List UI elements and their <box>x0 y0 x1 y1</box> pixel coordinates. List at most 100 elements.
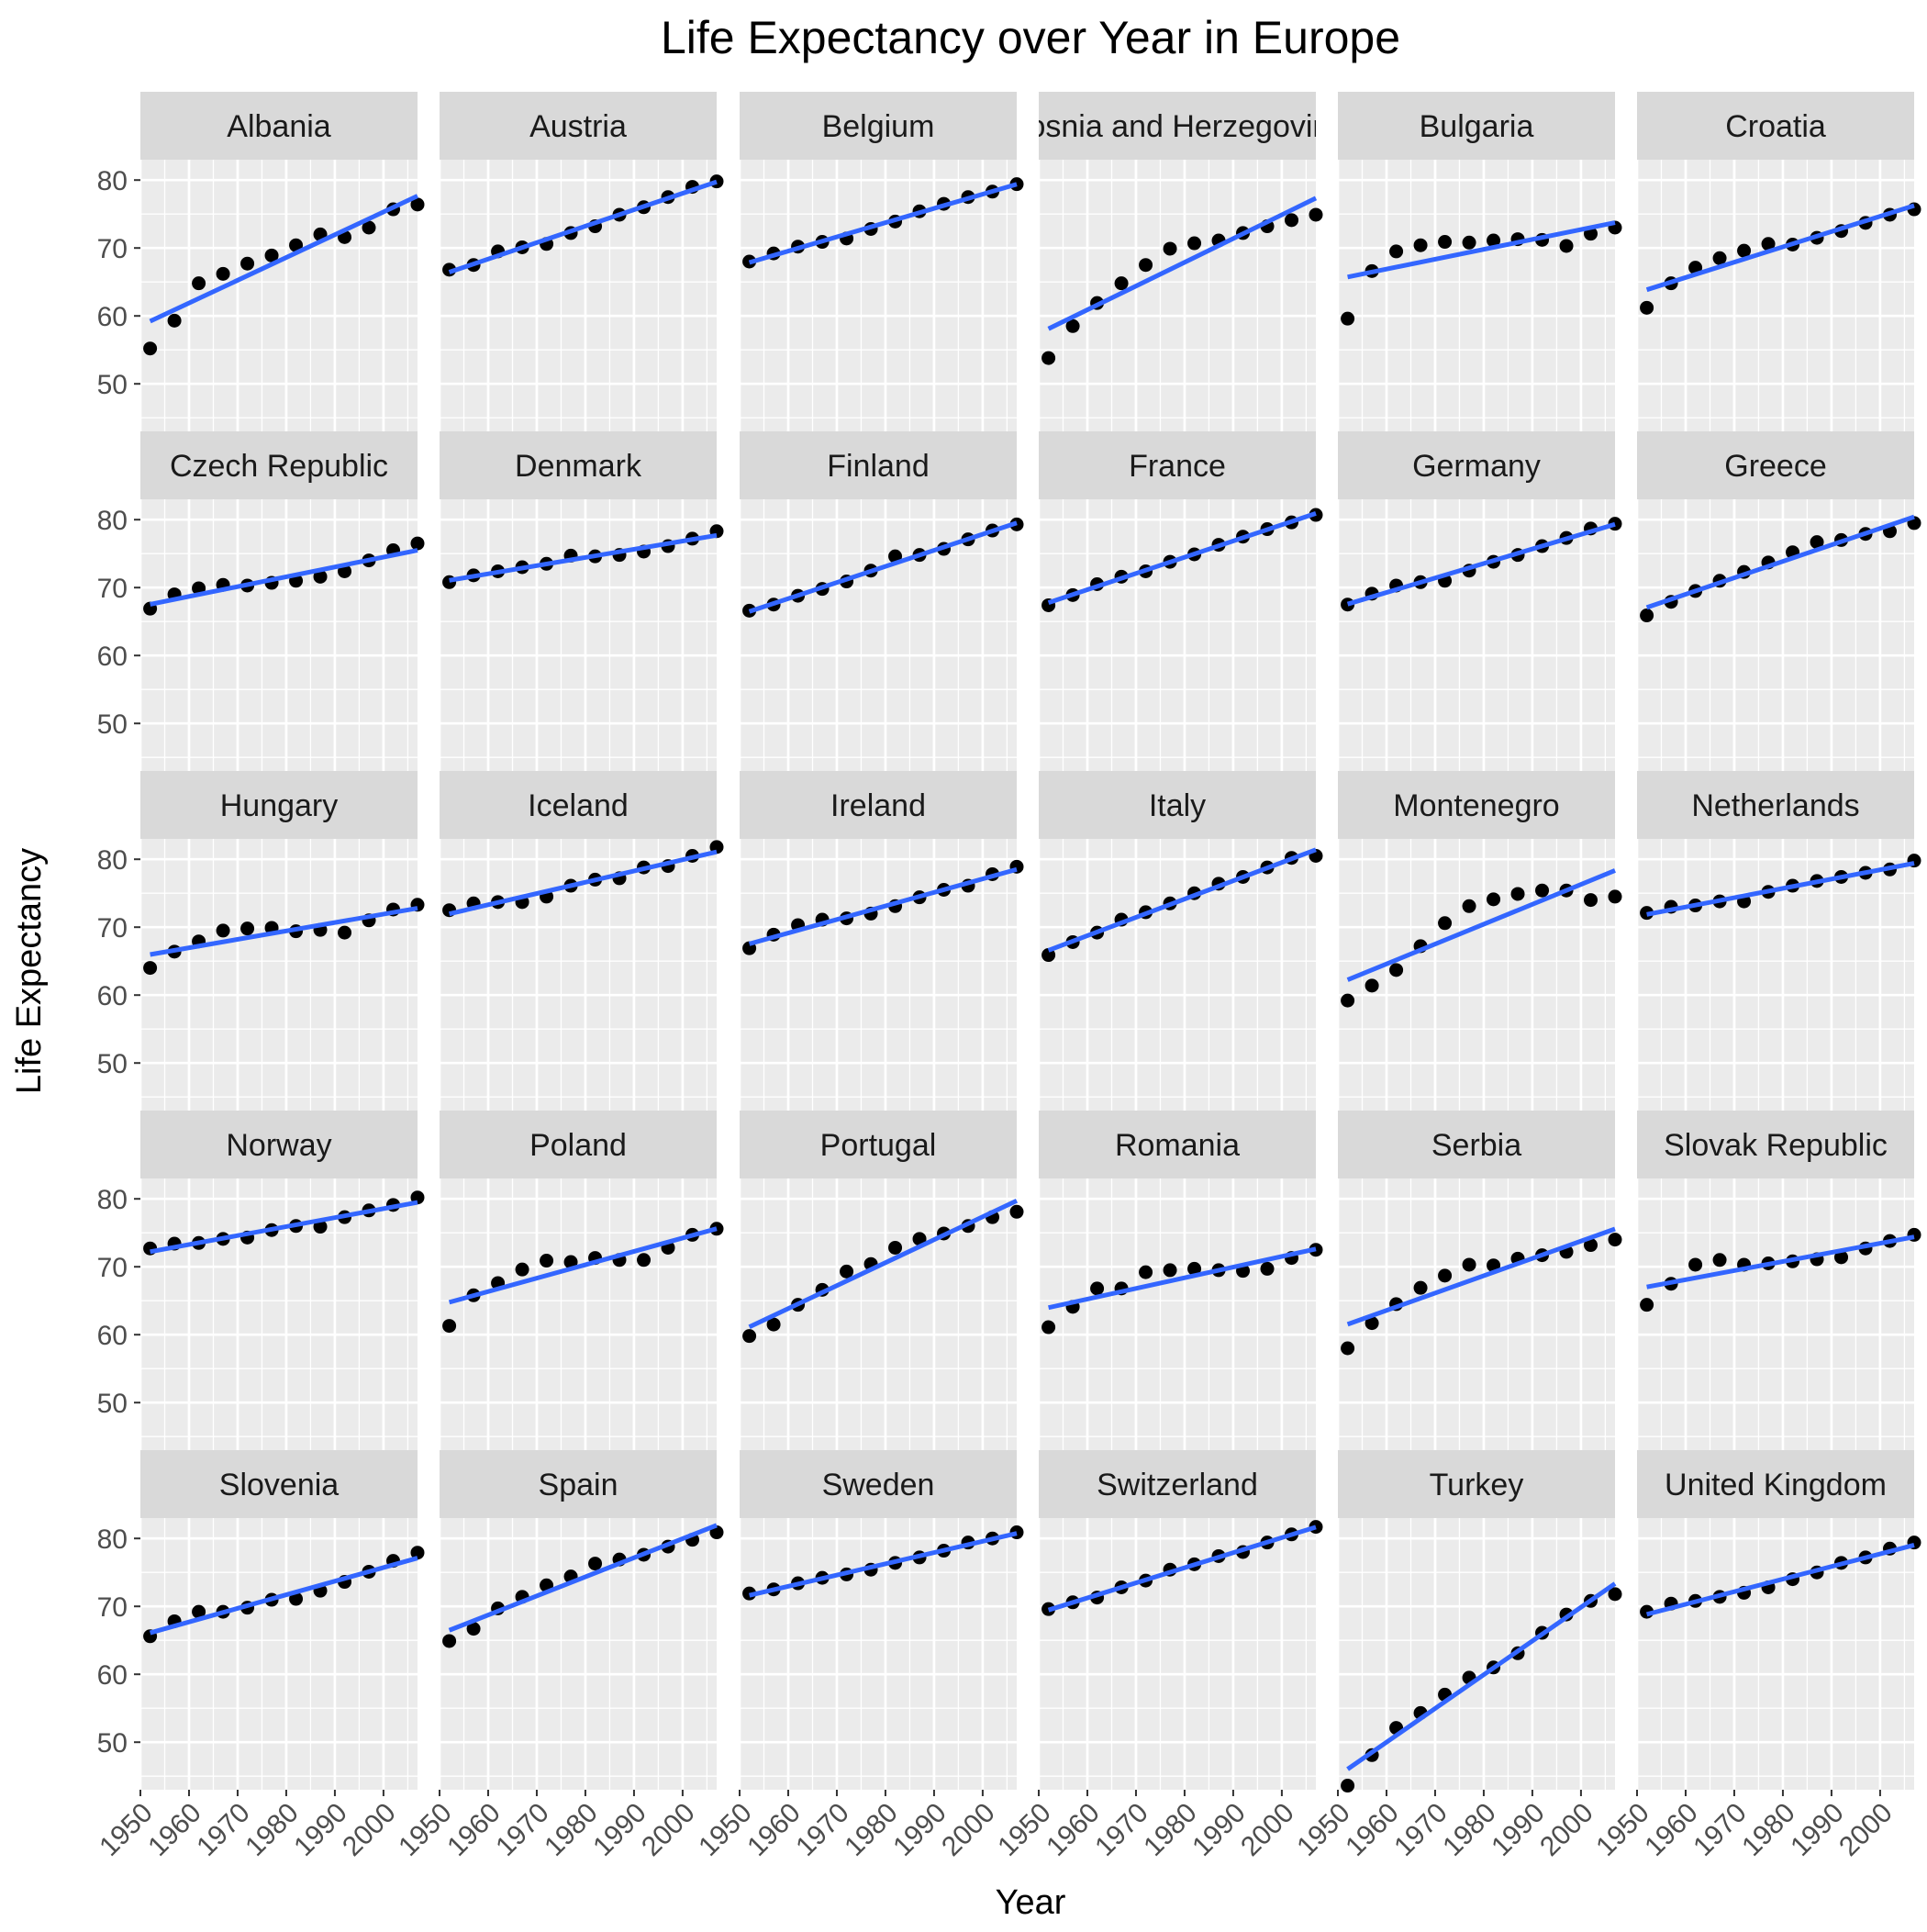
trend-line <box>749 1531 1018 1598</box>
x-tick-label: 1970 <box>490 1797 555 1862</box>
x-tick-label: 1980 <box>1437 1797 1502 1862</box>
facet-strip <box>440 1111 717 1178</box>
data-point <box>1413 238 1428 252</box>
panel-background <box>740 1518 1017 1790</box>
panel-background <box>440 160 717 431</box>
data-point <box>742 1329 757 1344</box>
gridlines <box>738 499 1017 771</box>
data-point <box>1065 318 1080 333</box>
facet-romania: Romania <box>1037 1111 1323 1450</box>
data-point <box>1834 1250 1849 1265</box>
gridlines <box>1635 839 1914 1111</box>
data-point <box>1041 948 1056 963</box>
x-tick-label: 2000 <box>337 1797 402 1862</box>
facet-label: Slovak Republic <box>1664 1128 1888 1163</box>
facet-strip <box>1039 92 1316 160</box>
facet-croatia: Croatia <box>1635 92 1921 431</box>
x-tick-label: 1960 <box>142 1797 207 1862</box>
facet-strip <box>140 771 418 839</box>
y-tick-label: 70 <box>97 234 128 264</box>
panel-background <box>440 1518 717 1790</box>
data-point <box>442 1319 457 1334</box>
data-point <box>240 256 255 271</box>
data-point <box>143 961 158 976</box>
facet-label: Serbia <box>1431 1128 1521 1163</box>
gridlines <box>139 1518 418 1790</box>
data-point <box>515 1262 529 1277</box>
facet-strip <box>140 1450 418 1518</box>
data-point <box>1341 311 1355 326</box>
facet-strip <box>140 1111 418 1178</box>
data-point <box>1309 207 1323 222</box>
trend-line <box>1645 1543 1915 1617</box>
x-tick-label: 1980 <box>239 1797 305 1862</box>
data-point <box>264 248 279 262</box>
y-tick-label: 50 <box>97 709 128 740</box>
gridlines <box>1037 839 1316 1111</box>
data-point <box>1285 213 1299 228</box>
facet-bulgaria: Bulgaria <box>1336 92 1622 431</box>
facet-label: Albania <box>227 109 331 144</box>
facet-germany: Germany <box>1336 431 1622 771</box>
y-tick-label: 80 <box>97 1185 128 1215</box>
facet-strip <box>740 771 1017 839</box>
facet-label: Romania <box>1115 1128 1240 1163</box>
facet-label: Austria <box>529 109 627 144</box>
trend-line <box>1346 868 1616 982</box>
data-point <box>1761 237 1776 251</box>
gridlines <box>139 160 418 431</box>
facet-strip <box>440 771 717 839</box>
trend-line <box>448 179 718 274</box>
data-point <box>912 1232 927 1246</box>
x-tick-label: 1990 <box>587 1797 652 1862</box>
data-point <box>637 1253 652 1268</box>
panel-background <box>740 160 1017 431</box>
facet-label: Bulgaria <box>1420 109 1534 144</box>
x-tick-label: 1980 <box>1138 1797 1203 1862</box>
trend-line <box>1047 1524 1317 1613</box>
data-point <box>888 1240 903 1255</box>
facet-belgium: Belgium <box>738 92 1024 431</box>
x-tick-label: 1950 <box>1291 1797 1356 1862</box>
y-axis-label: Life Expectancy <box>10 848 49 1094</box>
x-tick-label: 1980 <box>1736 1797 1801 1862</box>
panel-background <box>1637 160 1914 431</box>
x-tick-label: 1990 <box>887 1797 952 1862</box>
data-point <box>1041 351 1056 365</box>
panel-background <box>1039 1518 1316 1790</box>
gridlines <box>1635 1518 1914 1790</box>
facet-label: Norway <box>226 1128 331 1163</box>
panel-background <box>1338 839 1615 1111</box>
y-tick-label: 70 <box>97 913 128 944</box>
data-point <box>1364 1316 1379 1331</box>
data-point <box>540 1254 554 1268</box>
facet-strip <box>1039 1111 1316 1178</box>
x-tick-label: 2000 <box>636 1797 701 1862</box>
data-point <box>442 1634 457 1648</box>
x-tick-label: 1990 <box>1486 1797 1551 1862</box>
y-tick-label: 60 <box>97 302 128 332</box>
data-point <box>410 536 425 551</box>
panel-background <box>1039 1178 1316 1450</box>
facet-label: Hungary <box>220 788 339 823</box>
data-point <box>840 1264 854 1279</box>
facet-albania: Albania 50 60 70 80 <box>97 92 425 431</box>
facet-strip <box>740 1111 1017 1178</box>
trend-line <box>149 1556 418 1636</box>
y-tick-label: 60 <box>97 981 128 1011</box>
x-axis-label: Year <box>996 1883 1066 1922</box>
panel-background <box>140 499 418 771</box>
gridlines <box>1635 499 1914 771</box>
facet-strip <box>1338 431 1615 499</box>
y-tick-label: 70 <box>97 574 128 604</box>
facet-label: Montenegro <box>1393 788 1559 823</box>
data-point <box>216 923 230 938</box>
data-point <box>1413 1280 1428 1295</box>
facet-italy: Italy <box>1037 771 1323 1111</box>
facet-portugal: Portugal <box>738 1111 1024 1450</box>
facet-label: Poland <box>529 1128 627 1163</box>
